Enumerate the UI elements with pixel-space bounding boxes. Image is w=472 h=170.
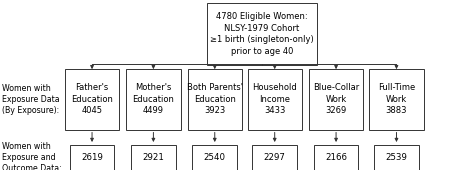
Text: Both Parents'
Education
3923: Both Parents' Education 3923 xyxy=(187,83,243,115)
Text: Father's
Education
4045: Father's Education 4045 xyxy=(71,83,113,115)
Text: Household
Income
3433: Household Income 3433 xyxy=(253,83,297,115)
Text: 4780 Eligible Women:
NLSY-1979 Cohort
≥1 birth (singleton-only)
prior to age 40: 4780 Eligible Women: NLSY-1979 Cohort ≥1… xyxy=(210,12,314,56)
Text: Women with
Exposure and
Outcome Data:: Women with Exposure and Outcome Data: xyxy=(2,142,62,170)
FancyBboxPatch shape xyxy=(207,3,318,65)
FancyBboxPatch shape xyxy=(126,69,180,130)
Text: Full-Time
Work
3883: Full-Time Work 3883 xyxy=(378,83,415,115)
FancyBboxPatch shape xyxy=(309,69,363,130)
Text: Women with
Exposure Data
(By Exposure):: Women with Exposure Data (By Exposure): xyxy=(2,84,60,115)
Text: 2619: 2619 xyxy=(81,153,103,162)
Text: 2297: 2297 xyxy=(264,153,286,162)
Text: 2166: 2166 xyxy=(325,153,347,162)
FancyBboxPatch shape xyxy=(70,145,115,170)
FancyBboxPatch shape xyxy=(374,145,419,170)
Text: 2540: 2540 xyxy=(204,153,226,162)
Text: 2539: 2539 xyxy=(386,153,407,162)
FancyBboxPatch shape xyxy=(252,145,297,170)
Text: 2921: 2921 xyxy=(143,153,164,162)
Text: Mother's
Education
4499: Mother's Education 4499 xyxy=(133,83,174,115)
FancyBboxPatch shape xyxy=(313,145,359,170)
FancyBboxPatch shape xyxy=(65,69,119,130)
FancyBboxPatch shape xyxy=(247,69,302,130)
Text: Blue-Collar
Work
3269: Blue-Collar Work 3269 xyxy=(313,83,359,115)
FancyBboxPatch shape xyxy=(188,69,242,130)
FancyBboxPatch shape xyxy=(131,145,176,170)
FancyBboxPatch shape xyxy=(369,69,424,130)
FancyBboxPatch shape xyxy=(193,145,237,170)
